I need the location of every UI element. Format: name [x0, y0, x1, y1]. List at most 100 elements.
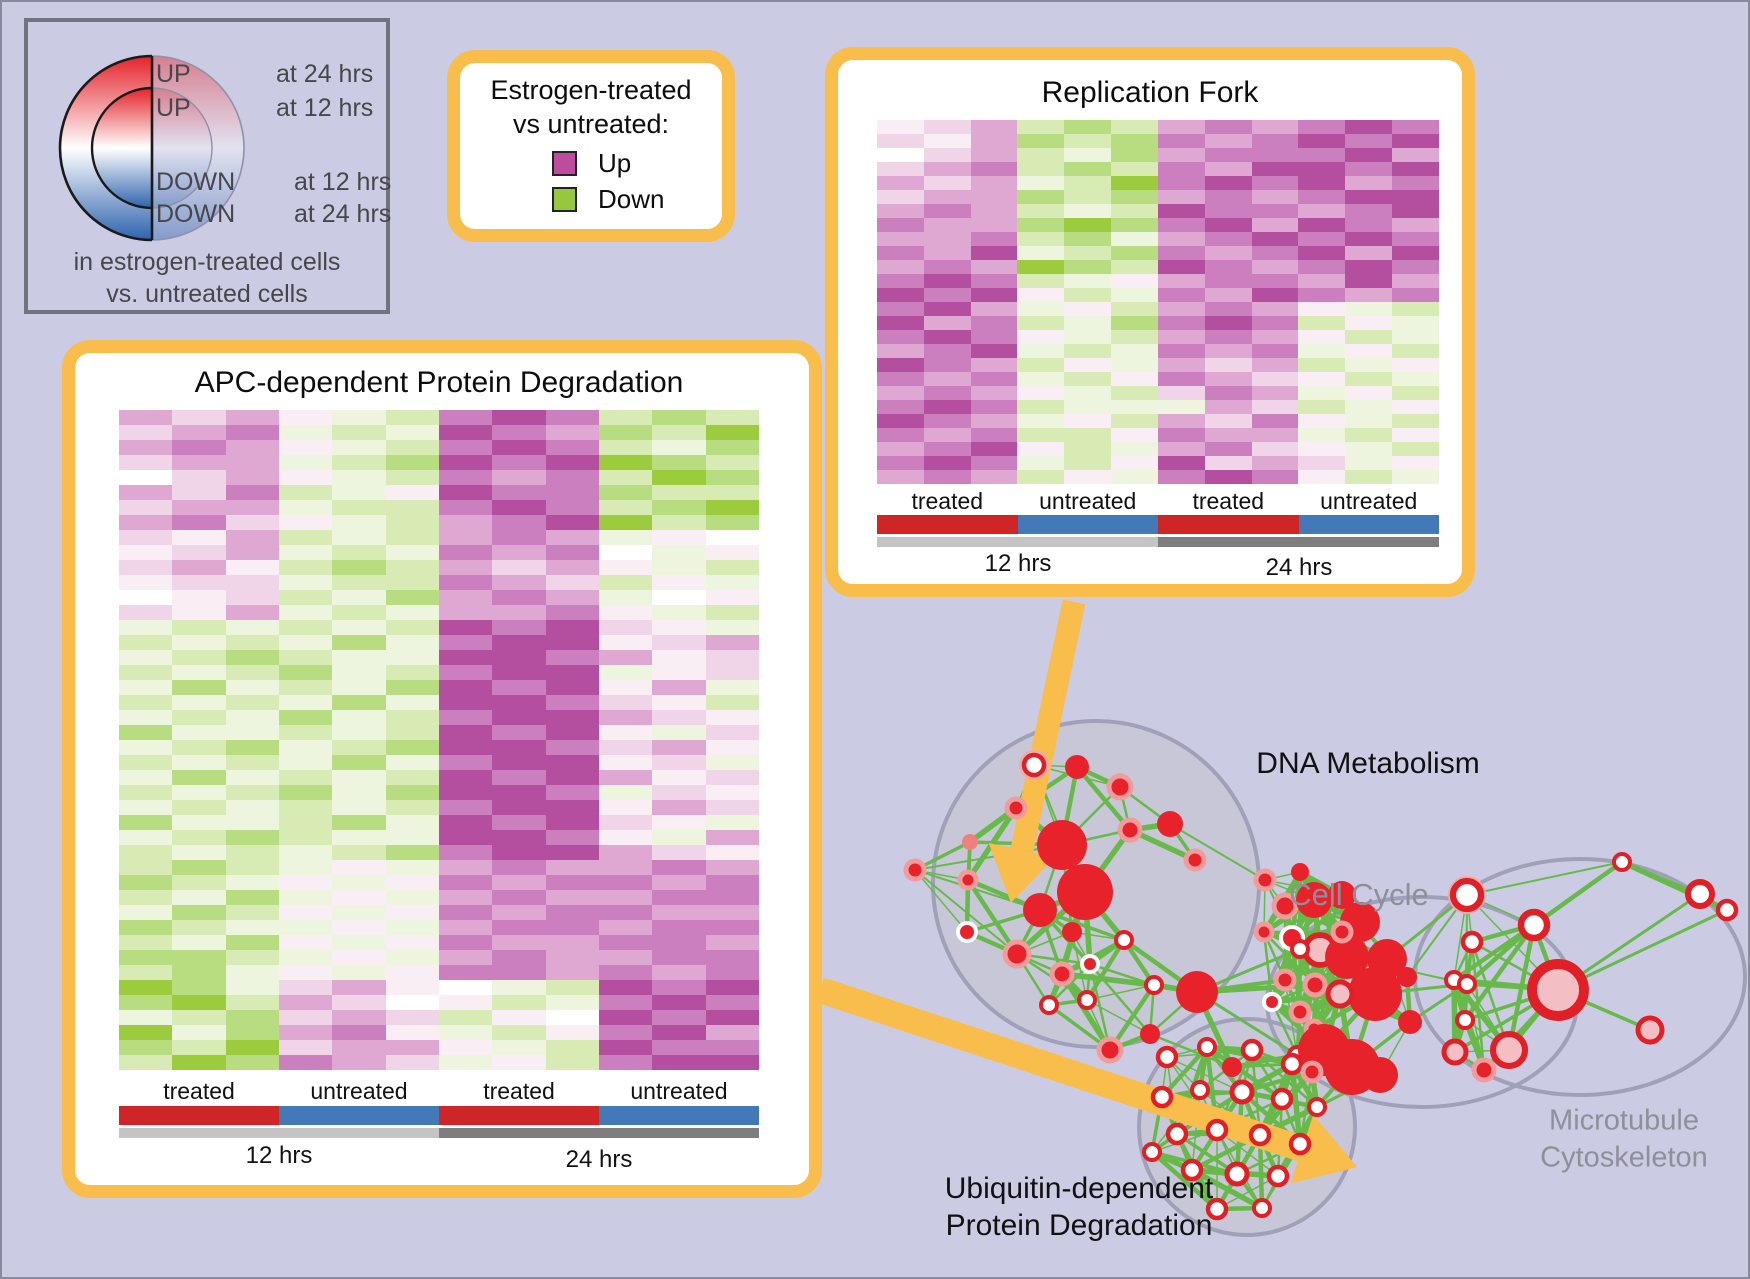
heatmap-cell: [225, 815, 279, 830]
heatmap-cell: [705, 455, 759, 470]
heatmap-cell: [705, 815, 759, 830]
rf-24hrs-label: 24 hrs: [1265, 554, 1333, 581]
heatmap-cell: [705, 440, 759, 455]
heatmap-cell: [1251, 288, 1299, 302]
network-edge: [1453, 941, 1474, 1053]
heatmap-cell: [705, 1010, 759, 1025]
heatmap-cell: [1157, 232, 1205, 246]
heatmap-cell: [332, 1040, 386, 1055]
network-edge: [1318, 947, 1377, 997]
network-edge: [1349, 993, 1378, 1068]
network-edge: [1298, 929, 1344, 952]
heatmap-cell: [1392, 414, 1439, 428]
heatmap-cell: [970, 456, 1018, 470]
heatmap-cell: [545, 650, 599, 665]
apc-group-labels: treated untreated treated untreated: [119, 1078, 759, 1105]
heatmap-cell: [1064, 358, 1112, 372]
network-node: [1266, 1164, 1290, 1188]
heatmap-cell: [970, 316, 1018, 330]
heatmap-cell: [332, 530, 386, 545]
heatmap-cell: [877, 190, 924, 204]
network-node: [1330, 920, 1354, 944]
heatmap-cell: [1204, 218, 1252, 232]
network-edge: [1465, 923, 1536, 986]
network-node: [1460, 930, 1484, 954]
heatmap-cell: [598, 995, 653, 1010]
heatmap-cell: [278, 470, 333, 485]
heatmap-cell: [225, 560, 279, 575]
heatmap-cell: [545, 800, 599, 815]
heatmap-cell: [492, 905, 546, 920]
heatmap-cell: [1392, 176, 1439, 190]
heatmap-cell: [705, 500, 759, 515]
network-node: [1348, 967, 1402, 1021]
heatmap-cell: [652, 845, 706, 860]
network-node: [1057, 864, 1113, 920]
network-edge: [1470, 941, 1486, 1071]
network-edge: [1071, 931, 1088, 1001]
heatmap-cell: [225, 590, 279, 605]
network-edge: [914, 869, 968, 933]
heatmap-cell: [545, 950, 599, 965]
heatmap-cell: [225, 1010, 279, 1025]
heatmap-cell: [332, 830, 386, 845]
heatmap-cell: [1064, 218, 1112, 232]
network-edge: [1298, 991, 1342, 1015]
network-node: [1298, 1024, 1350, 1076]
heatmap-cell: [705, 590, 759, 605]
network-edge: [1061, 786, 1121, 846]
heatmap-cell: [172, 560, 226, 575]
heatmap-cell: [1017, 218, 1065, 232]
network-edge: [1241, 1089, 1318, 1110]
heatmap-cell: [225, 425, 279, 440]
network-edge: [1451, 979, 1458, 1053]
heatmap-cell: [385, 860, 439, 875]
cluster-outline: [1265, 895, 1579, 1109]
heatmap-cell: [652, 785, 706, 800]
network-edge: [1314, 982, 1376, 997]
heatmap-cell: [438, 530, 493, 545]
heatmap-cell: [119, 965, 173, 980]
network-edge: [1263, 879, 1266, 933]
network-edge: [1085, 963, 1092, 1001]
heatmap-cell: [877, 442, 924, 456]
network-edge: [1060, 972, 1089, 1002]
heatmap-cell: [598, 590, 653, 605]
heatmap-cell: [225, 695, 279, 710]
heatmap-cell: [1017, 456, 1065, 470]
heatmap-cell: [492, 800, 546, 815]
heatmap-cell: [652, 740, 706, 755]
heatmap-cell: [705, 740, 759, 755]
heatmap-cell: [652, 650, 706, 665]
heatmap-cell: [492, 410, 546, 425]
heatmap-cell: [1064, 246, 1112, 260]
heatmap-cell: [278, 440, 333, 455]
network-edge: [1311, 949, 1323, 1030]
network-edge: [1312, 984, 1317, 1030]
heatmap-cell: [545, 515, 599, 530]
heatmap-cell: [172, 995, 226, 1010]
network-edge: [1016, 952, 1063, 976]
network-edge: [1466, 894, 1473, 943]
heatmap-cell: [1111, 428, 1158, 442]
network-edge: [1071, 931, 1091, 965]
network-edge: [1299, 921, 1361, 950]
heatmap-cell: [877, 288, 924, 302]
heatmap-cell: [172, 530, 226, 545]
up-color-swatch: [552, 151, 577, 176]
heatmap-cell: [438, 605, 493, 620]
heatmap-cell: [438, 440, 493, 455]
heatmap-cell: [705, 485, 759, 500]
heatmap-cell: [438, 815, 493, 830]
heatmap-cell: [385, 890, 439, 905]
heatmap-cell: [172, 875, 226, 890]
heatmap-cell: [545, 680, 599, 695]
network-edge: [1039, 908, 1073, 934]
heatmap-cell: [1392, 274, 1439, 288]
network-edge: [914, 869, 1041, 911]
heatmap-cell: [1392, 358, 1439, 372]
network-edge: [1466, 982, 1559, 992]
heatmap-cell: [492, 545, 546, 560]
heatmap-cell: [119, 560, 173, 575]
heatmap-cell: [385, 590, 439, 605]
